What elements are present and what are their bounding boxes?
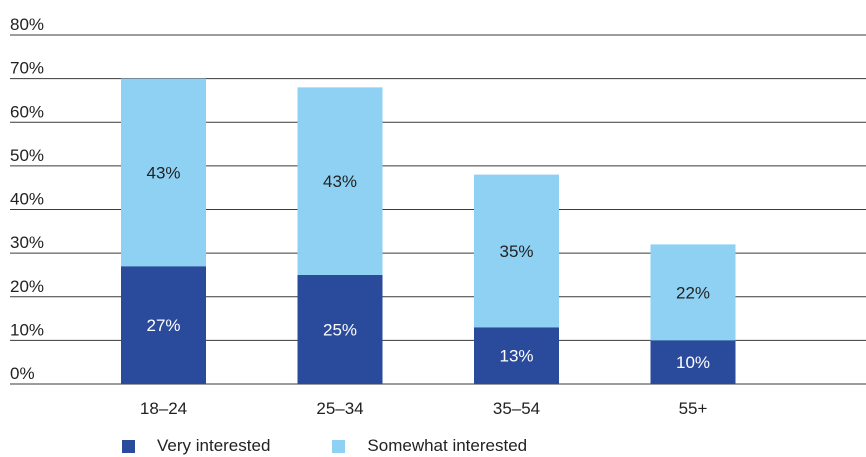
x-category-label: 55+ [679,399,708,418]
bar-segment [474,174,559,328]
y-axis-ticks: 0% 10% 20% 30% 40% 50% 60% 70% 80% [10,15,44,383]
y-tick-label: 0% [10,364,35,383]
y-tick-label: 10% [10,320,44,339]
stacked-bar-chart: 0% 10% 20% 30% 40% 50% 60% 70% 80% 27% 43% 25% 43% 1… [10,15,866,418]
data-label: 10% [676,353,710,372]
bar-segment [297,87,383,275]
data-label: 35% [499,242,533,261]
data-label: 22% [676,283,710,302]
y-tick-label: 20% [10,277,44,296]
legend-item-very-interested: Very interested [122,436,270,456]
legend-swatch-very-interested [122,439,135,453]
data-label: 43% [146,163,180,182]
legend-label-very-interested: Very interested [157,436,271,455]
legend-swatch-somewhat-interested [332,439,346,453]
bar-segment [650,244,736,341]
legend: Very interested Somewhat interested [122,436,589,456]
bar-segment [474,327,559,384]
bars: 27% 43% 25% 43% 13% 35% 10% 22% [121,78,736,384]
data-label: 27% [146,316,180,335]
x-axis-categories: 18–24 25–34 35–54 55+ [140,399,708,418]
x-category-label: 35–54 [493,399,540,418]
bar-segment [121,78,206,267]
y-tick-label: 80% [10,15,44,34]
y-tick-label: 30% [10,233,44,252]
data-label: 43% [323,172,357,191]
y-tick-label: 50% [10,146,44,165]
y-tick-label: 40% [10,190,44,209]
x-category-label: 25–34 [316,399,363,418]
data-label: 13% [499,347,533,366]
y-tick-label: 70% [10,59,44,78]
y-tick-label: 60% [10,102,44,121]
bar-segment [297,274,383,384]
bar-segment [650,340,736,384]
x-category-label: 18–24 [140,399,187,418]
bar-segment [121,266,206,384]
legend-item-somewhat-interested: Somewhat interested [332,436,527,456]
legend-label-somewhat-interested: Somewhat interested [367,436,528,455]
data-label: 25% [323,320,357,339]
